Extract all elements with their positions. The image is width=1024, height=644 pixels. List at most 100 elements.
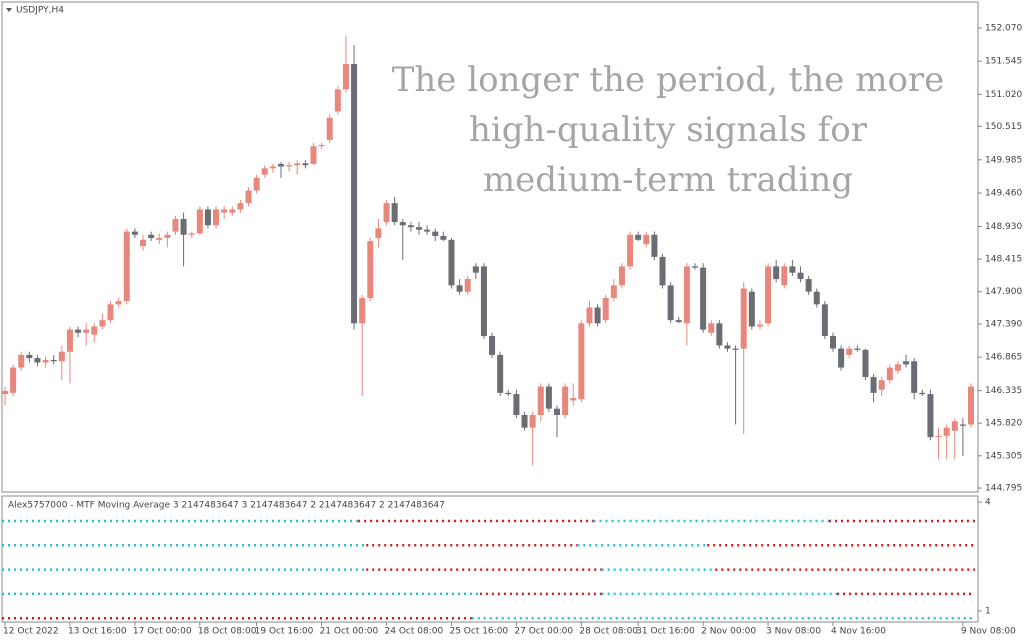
candle-body [188,233,195,235]
candle-body [562,386,569,415]
candle-body [140,239,146,247]
candle-body [10,367,17,393]
x-tick-label: 17 Oct 00:00 [133,627,192,637]
menu-arrow [6,8,12,12]
candle-body [367,241,374,299]
candle-body [618,266,625,286]
x-tick-label: 19 Oct 16:00 [255,627,314,637]
x-tick-label: 9 Nov 08:00 [961,627,1016,637]
candle-body [586,307,593,324]
candle-body [156,237,163,240]
y-tick-label: 148.415 [985,255,1022,265]
candle-body [667,285,674,321]
candle-body [748,291,755,327]
x-tick-label: 4 Nov 16:00 [831,627,886,637]
candle-body [407,225,414,228]
y-tick-label: 145.820 [985,419,1022,429]
x-tick-label: 25 Oct 16:00 [449,627,508,637]
candle-body [115,301,122,305]
candle-body [537,386,544,415]
candle-body [643,234,650,245]
candle-body [935,435,942,438]
candle-body [164,234,171,238]
candle-body [789,266,796,273]
candle-body [821,304,828,336]
x-tick-label: 13 Oct 16:00 [68,627,127,637]
candle-body [416,227,422,230]
candle-body [683,266,690,324]
candle-body [773,266,780,280]
candle-body [545,386,552,409]
x-tick-label: 31 Oct 16:00 [636,627,695,637]
candle-body [927,394,934,438]
x-tick-label: 27 Oct 00:00 [514,627,573,637]
candle-body [75,329,82,333]
candle-body [708,323,715,333]
candle-body [391,203,398,223]
candle-body [894,364,901,371]
candle-body [578,323,585,400]
candle-body [253,177,260,191]
candle-body [18,354,25,368]
y-tick-label: 151.020 [985,90,1022,100]
candle-body [351,64,358,324]
indicator-tick-label: 4 [985,498,991,508]
y-tick-label: 149.460 [985,189,1022,199]
y-tick-label: 146.335 [985,386,1022,396]
candle-body [221,209,228,213]
annotation: The longer the period, the more [392,60,945,100]
candle-body [269,166,276,169]
x-tick-label: 12 Oct 2022 [3,627,59,637]
candle-body [278,163,284,167]
candle-body [903,361,910,365]
candle-body [968,386,974,425]
candle-body [472,266,479,273]
candle-body [375,228,382,238]
candle-body [554,408,560,415]
candle-body [342,64,349,90]
x-tick-label: 21 Oct 00:00 [320,627,379,637]
candle-body [951,421,958,431]
x-tick-label: 2 Nov 00:00 [701,627,756,637]
candle-body [399,222,406,226]
annotation: medium-term trading [483,160,853,200]
candle-body [959,424,966,426]
candle-body [383,203,390,223]
candle-body [911,361,918,393]
candle-body [424,229,431,232]
candle-body [570,397,577,401]
x-tick-label: 24 Oct 08:00 [385,627,444,637]
indicator-pane [1,495,979,623]
candle-body [756,324,763,327]
candle-body [440,236,447,240]
candle-body [862,349,869,378]
main-pane [1,1,979,493]
candle-body [302,163,309,166]
annotation: high-quality signals for [469,110,868,150]
candle-body [123,231,130,302]
candle-body [489,335,496,355]
y-tick-label: 151.545 [985,57,1022,67]
candle-body [513,394,520,415]
candle-body [172,218,179,232]
candle-body [497,354,504,393]
candle-body [886,367,893,381]
candle-body [813,291,820,305]
x-tick-label: 18 Oct 08:00 [198,627,257,637]
candle-body [838,348,845,368]
candle-body [2,390,8,395]
candle-body [131,231,138,235]
candle-body [107,304,114,321]
y-tick-label: 144.795 [985,484,1022,494]
x-tick-label: 3 Nov 08:00 [766,627,821,637]
candle-body [870,377,877,393]
candle-body [675,320,682,323]
candle-body [521,414,528,428]
candle-body [196,209,203,234]
candle-body [91,326,98,335]
candle-body [700,267,707,330]
candle-body [943,427,950,436]
chart-title: USDJPY,H4 [16,6,64,16]
